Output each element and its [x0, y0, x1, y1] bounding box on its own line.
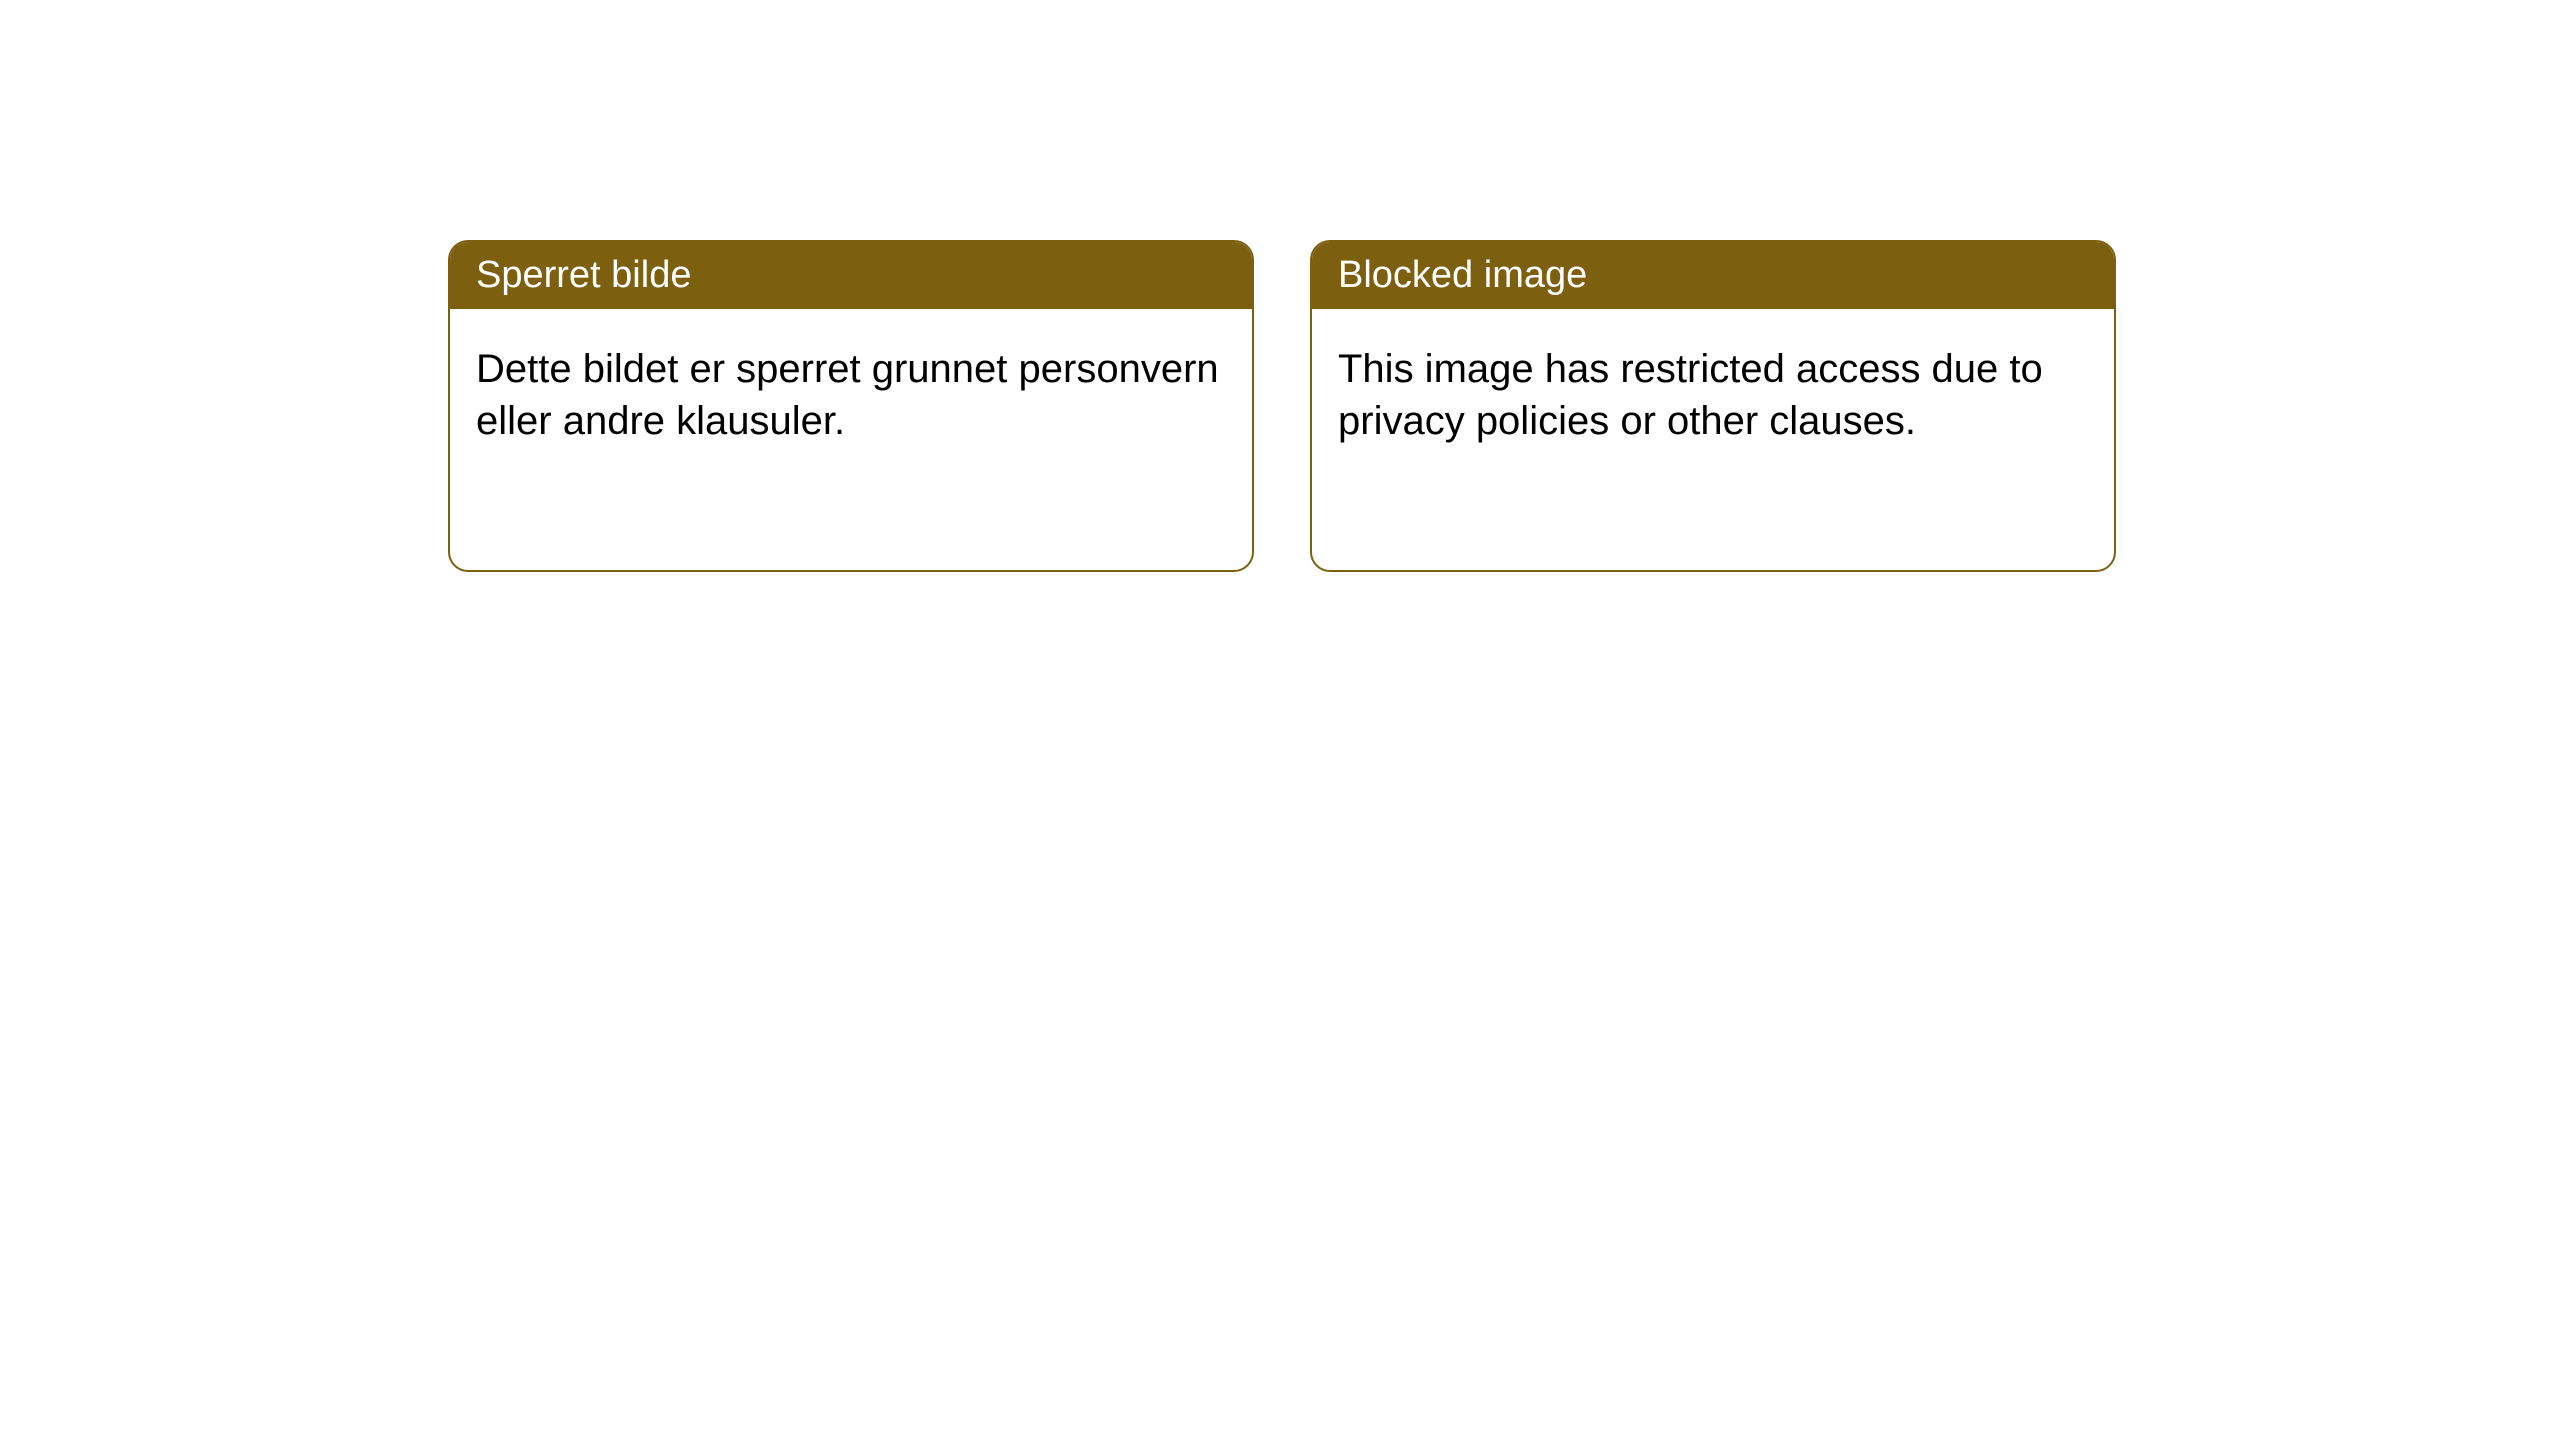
notice-card-norwegian: Sperret bilde Dette bildet er sperret gr… — [448, 240, 1254, 572]
notice-container: Sperret bilde Dette bildet er sperret gr… — [0, 0, 2560, 572]
notice-body: Dette bildet er sperret grunnet personve… — [450, 309, 1252, 481]
notice-title: Blocked image — [1312, 242, 2114, 309]
notice-body: This image has restricted access due to … — [1312, 309, 2114, 481]
notice-title: Sperret bilde — [450, 242, 1252, 309]
notice-card-english: Blocked image This image has restricted … — [1310, 240, 2116, 572]
